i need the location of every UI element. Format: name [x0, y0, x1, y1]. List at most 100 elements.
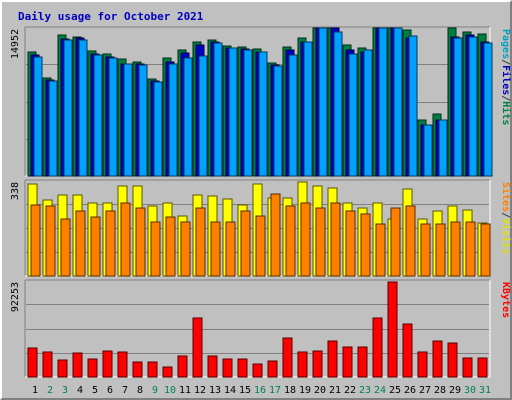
bar-kbytes-day-4	[72, 352, 83, 378]
panel-bottom: 92253 KBytes	[10, 279, 511, 378]
bar-kbytes-day-31	[477, 357, 488, 378]
bar-kbytes-day-28	[432, 340, 443, 378]
panel-top: 14952 Pages/Files/Hits	[10, 26, 512, 177]
day-label-15: 15	[239, 385, 251, 396]
day-label-24: 24	[374, 385, 386, 396]
bar-kbytes-day-10	[162, 366, 173, 378]
legend-item: Pages	[500, 29, 511, 59]
day-label-4: 4	[77, 385, 83, 396]
bar-kbytes-day-20	[312, 350, 323, 378]
bar-kbytes-day-27	[417, 351, 428, 378]
legend-item: /	[500, 95, 511, 101]
day-label-22: 22	[344, 385, 356, 396]
bar-sites-day-3	[60, 218, 71, 277]
bar-sites-day-4	[75, 210, 86, 277]
day-label-6: 6	[107, 385, 113, 396]
bar-kbytes-day-29	[447, 342, 458, 378]
bar-pages-day-17	[273, 65, 283, 177]
bar-pages-day-12	[198, 55, 208, 177]
bar-pages-day-19	[303, 41, 313, 177]
bar-sites-day-8	[135, 207, 146, 277]
bar-pages-day-6	[108, 57, 118, 177]
day-label-23: 23	[359, 385, 371, 396]
bar-pages-day-13	[213, 42, 223, 177]
day-label-9: 9	[152, 385, 158, 396]
bar-sites-day-23	[360, 213, 371, 277]
legend: Sites/Visits	[500, 182, 512, 254]
bar-sites-day-16	[255, 215, 266, 277]
bar-pages-day-29	[453, 37, 463, 177]
bar-pages-day-8	[138, 64, 148, 177]
bar-sites-day-22	[345, 210, 356, 277]
bar-sites-day-9	[150, 221, 161, 277]
bar-sites-day-21	[330, 202, 341, 277]
day-label-7: 7	[122, 385, 128, 396]
day-label-5: 5	[92, 385, 98, 396]
legend-item: Sites	[500, 182, 512, 212]
day-label-13: 13	[209, 385, 221, 396]
bar-kbytes-day-9	[147, 361, 158, 378]
bar-pages-day-27	[423, 124, 433, 177]
bar-sites-day-31	[480, 223, 491, 277]
day-label-31: 31	[479, 385, 491, 396]
day-label-2: 2	[47, 385, 53, 396]
bar-pages-day-16	[258, 51, 268, 177]
bar-pages-day-3	[63, 39, 73, 177]
bar-pages-day-18	[288, 54, 298, 177]
bar-sites-day-11	[180, 221, 191, 277]
bar-sites-day-26	[405, 205, 416, 277]
day-label-27: 27	[419, 385, 431, 396]
bar-sites-day-18	[285, 205, 296, 277]
day-label-19: 19	[299, 385, 311, 396]
bar-kbytes-day-11	[177, 355, 188, 378]
day-label-10: 10	[164, 385, 176, 396]
bar-sites-day-2	[45, 205, 56, 277]
day-label-12: 12	[194, 385, 206, 396]
bar-sites-day-25	[390, 207, 401, 277]
bar-pages-day-1	[33, 56, 43, 177]
bar-sites-day-28	[435, 223, 446, 277]
bar-pages-day-28	[438, 119, 448, 177]
bar-kbytes-day-18	[282, 337, 293, 378]
bar-kbytes-day-16	[252, 363, 263, 378]
bar-sites-day-13	[210, 221, 221, 277]
x-axis-day-labels: 1 2 3 4 5 6 7 8 9 10 11 12 13 14 15 16 17 18 19 20 21 22 23 24 2…	[32, 385, 491, 396]
bar-kbytes-day-26	[402, 323, 413, 378]
bar-kbytes-day-24	[372, 317, 383, 378]
bar-kbytes-day-1	[27, 347, 38, 378]
day-label-18: 18	[284, 385, 296, 396]
legend-item: Files	[500, 65, 512, 95]
legend: Pages/Files/Hits	[500, 29, 512, 125]
bar-kbytes-day-23	[357, 346, 368, 378]
bar-kbytes-day-22	[342, 346, 353, 378]
legend-item: /	[500, 212, 511, 218]
legend-item: KBytes	[500, 282, 511, 318]
bar-sites-day-27	[420, 223, 431, 277]
y-max-label: 338	[10, 182, 21, 200]
bar-sites-day-10	[165, 216, 176, 277]
legend-item: Hits	[500, 101, 512, 125]
bar-pages-day-22	[348, 53, 358, 177]
bar-kbytes-day-3	[57, 359, 68, 378]
bar-kbytes-day-17	[267, 360, 278, 378]
day-label-14: 14	[224, 385, 236, 396]
bar-pages-day-31	[483, 42, 493, 177]
day-label-11: 11	[179, 385, 191, 396]
day-label-29: 29	[449, 385, 461, 396]
bar-pages-day-23	[363, 49, 373, 177]
bar-kbytes-day-25	[387, 281, 398, 378]
bar-kbytes-day-7	[117, 351, 128, 378]
chart-title: Daily usage for October 2021	[18, 10, 204, 23]
day-label-30: 30	[464, 385, 476, 396]
bar-sites-day-17	[270, 193, 281, 277]
bar-pages-day-11	[183, 57, 193, 177]
bar-pages-day-26	[408, 35, 418, 177]
bar-pages-day-14	[228, 47, 238, 177]
bar-sites-day-12	[195, 207, 206, 277]
legend: KBytes	[500, 282, 511, 318]
bar-pages-day-24	[378, 27, 388, 177]
bar-pages-day-4	[78, 39, 88, 177]
bar-kbytes-day-14	[222, 358, 233, 378]
bar-pages-day-9	[153, 81, 163, 177]
bar-sites-day-20	[315, 207, 326, 277]
